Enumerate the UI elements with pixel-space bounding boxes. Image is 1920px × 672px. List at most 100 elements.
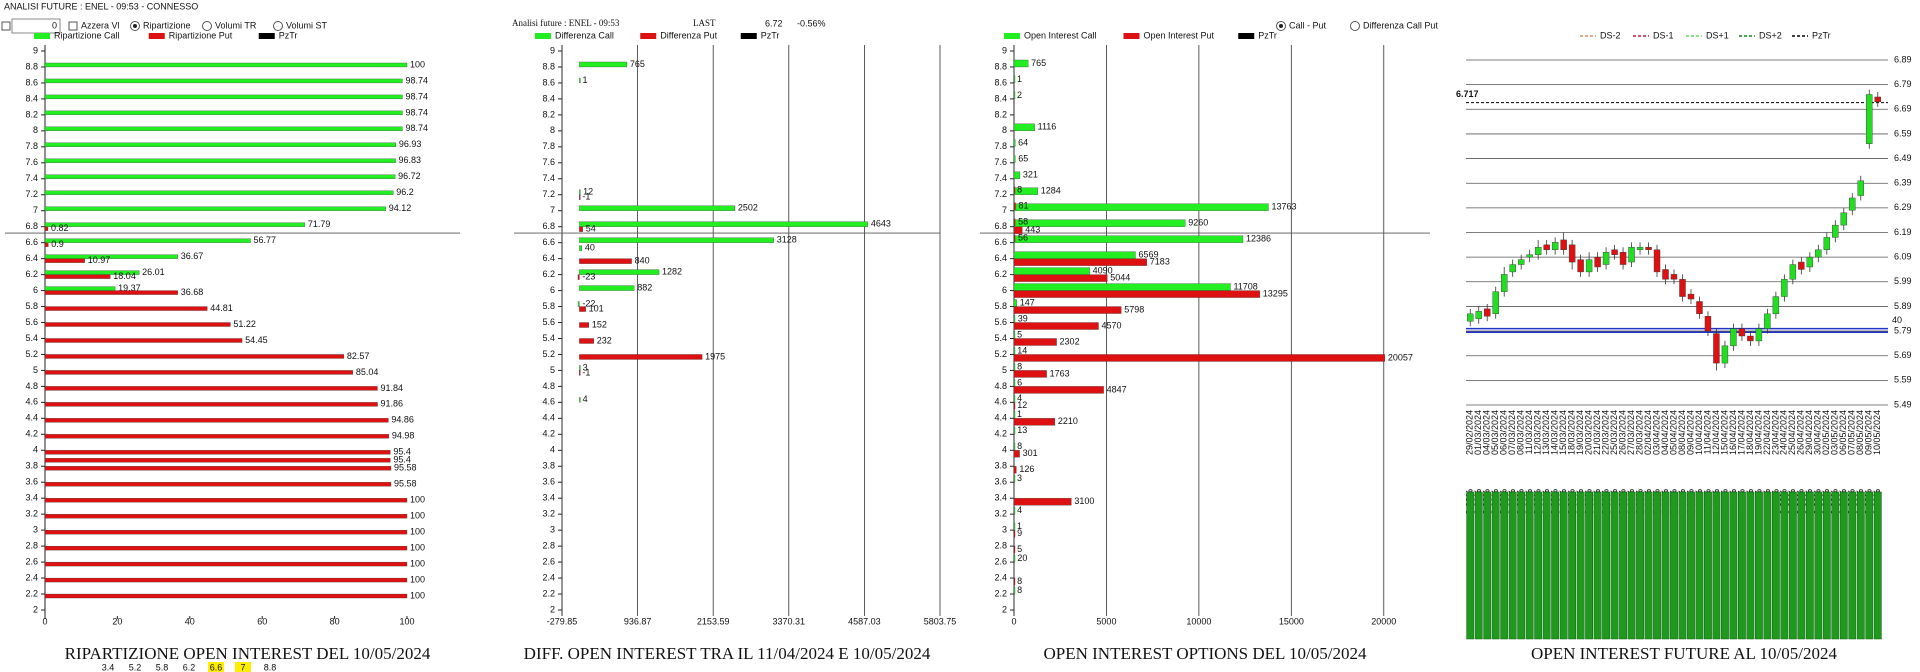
candle-body xyxy=(1874,96,1881,103)
x-tick-label: 18/03/2024 xyxy=(1566,410,1576,455)
y-tick-label: 7.2 xyxy=(25,189,38,199)
control-label: Ripartizione xyxy=(143,20,191,30)
bar xyxy=(1013,363,1016,371)
bar-label: 100 xyxy=(410,527,425,537)
bar-label: 2 xyxy=(1017,90,1022,100)
bar xyxy=(1013,315,1016,323)
x-tick-label: 14/03/2024 xyxy=(1550,410,1560,455)
radio[interactable] xyxy=(202,21,212,31)
y-tick-label: 6.6 xyxy=(994,237,1007,247)
x-tick-label: 19/04/2024 xyxy=(1753,410,1763,455)
bar xyxy=(44,418,389,423)
y-tick-label: 6.8 xyxy=(994,221,1007,231)
bar-label: -22 xyxy=(582,298,595,308)
y-tick-label: 4.2 xyxy=(994,429,1007,439)
y-tick-label: 4.2 xyxy=(25,429,38,439)
checkbox[interactable] xyxy=(1,21,11,31)
y-tick-label: 8.8 xyxy=(542,61,555,71)
radio-dot xyxy=(133,24,137,28)
bar xyxy=(1013,258,1147,266)
last-price: 6.72 xyxy=(765,18,783,28)
x-tick-label: 2153.59 xyxy=(697,616,730,626)
x-tick-label: 10000 xyxy=(1186,616,1211,626)
bar-label: 96.2 xyxy=(396,187,414,197)
y-tick-label: 3 xyxy=(550,525,555,535)
y-tick-label: 6.59 xyxy=(1894,128,1912,138)
candle-body xyxy=(1585,259,1593,273)
bar-label: 9260 xyxy=(1188,218,1208,228)
x-tick-label: 03/04/2024 xyxy=(1651,410,1661,455)
y-tick-label: 2.2 xyxy=(542,588,555,598)
y-tick-label: 7.2 xyxy=(994,189,1007,199)
y-tick-label: 7.8 xyxy=(25,141,38,151)
y-tick-label: 6.69 xyxy=(1894,104,1912,114)
bar xyxy=(1013,411,1016,419)
bar xyxy=(44,458,391,463)
y-tick-label: 4.8 xyxy=(542,381,555,391)
y-tick-label: 4.6 xyxy=(994,397,1007,407)
bar-label: 12 xyxy=(1017,400,1027,410)
mode-label: Differenza Call Put xyxy=(1363,20,1438,30)
oi-column xyxy=(1551,491,1560,640)
bar xyxy=(44,238,251,243)
bar xyxy=(44,338,243,343)
bar-label: 58 xyxy=(1018,217,1028,227)
bar xyxy=(1013,545,1016,554)
bar-label: 443 xyxy=(1025,225,1040,235)
legend-label: DS-1 xyxy=(1653,30,1674,40)
x-tick-label: 3370.31 xyxy=(773,616,806,626)
strip-label: 3.4 xyxy=(102,662,115,672)
x-tick-label: 22/04/2024 xyxy=(1762,410,1772,455)
oi-column xyxy=(1474,491,1483,640)
x-tick-label: 12/03/2024 xyxy=(1533,410,1543,455)
bar xyxy=(44,286,116,291)
candle-body xyxy=(1568,244,1576,263)
oi-column xyxy=(1712,491,1721,640)
checkbox[interactable] xyxy=(68,21,78,31)
candle-body xyxy=(1628,247,1635,263)
bar-label: 4570 xyxy=(1101,320,1121,330)
bar xyxy=(1013,443,1016,451)
candle-body xyxy=(1687,293,1695,300)
legend-label: Open Interest Call xyxy=(1024,30,1097,40)
bar-label: 100 xyxy=(410,590,425,600)
candle-body xyxy=(1619,252,1627,265)
window-title: ANALISI FUTURE : ENEL - 09:53 - CONNESSO xyxy=(4,1,198,11)
bar-label: 94.86 xyxy=(391,415,414,425)
radio[interactable] xyxy=(1350,21,1360,31)
strip-highlight xyxy=(235,662,251,672)
candle-body xyxy=(1713,333,1720,364)
candle-body xyxy=(1492,291,1499,315)
bar-label: 26.01 xyxy=(142,267,165,277)
y-tick-label: 7.8 xyxy=(542,141,555,151)
bar-label: 8 xyxy=(1017,441,1022,451)
x-tick-label: 28/03/2024 xyxy=(1634,410,1644,455)
x-tick-label: -279.85 xyxy=(547,616,578,626)
bar xyxy=(579,306,586,312)
bar-label: 98.74 xyxy=(405,91,428,101)
bar xyxy=(579,245,583,251)
x-tick-label: 22/03/2024 xyxy=(1600,410,1610,455)
x-tick-label: 20/03/2024 xyxy=(1583,410,1593,455)
y-tick-label: 2.4 xyxy=(542,572,555,582)
y-tick-label: 6.39 xyxy=(1894,178,1912,188)
candle-body xyxy=(1798,261,1805,270)
bar-label: 4 xyxy=(1017,393,1022,403)
x-tick-label: 08/04/2024 xyxy=(1677,410,1687,455)
bar-label: 100 xyxy=(410,574,425,584)
y-tick-label: 3 xyxy=(1002,525,1007,535)
y-tick-label: 3.6 xyxy=(994,477,1007,487)
bar-label: 100 xyxy=(410,542,425,552)
strip-highlight xyxy=(208,662,224,672)
bar xyxy=(1013,386,1104,394)
bar xyxy=(44,226,49,231)
bar-label: 5 xyxy=(1017,329,1022,339)
y-tick-label: 5.2 xyxy=(25,349,38,359)
bar-label: 4090 xyxy=(1093,265,1113,275)
candle-body xyxy=(1501,274,1508,292)
candle-body xyxy=(1747,335,1754,342)
radio[interactable] xyxy=(273,21,283,31)
bar xyxy=(1013,338,1057,346)
y-tick-label: 5 xyxy=(33,365,38,375)
x-tick-label: 0 xyxy=(1011,616,1016,626)
